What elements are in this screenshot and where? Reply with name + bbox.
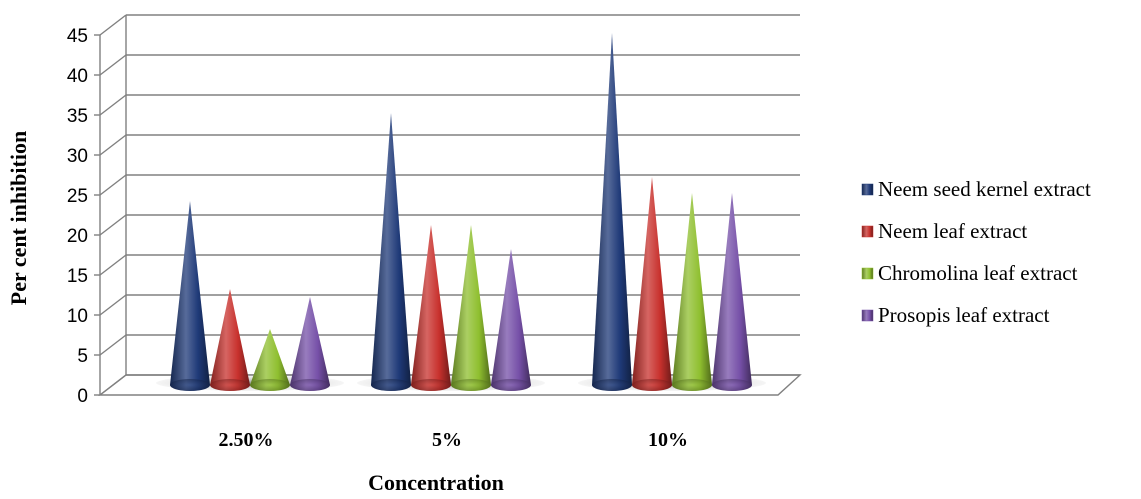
cone-body	[451, 225, 491, 391]
cone-body	[632, 177, 672, 391]
cone-prosopis-leaf-extract	[290, 297, 330, 391]
gridline-side	[99, 174, 127, 196]
y-tick-label: 40	[67, 66, 88, 87]
cone-body	[250, 329, 290, 391]
legend-swatch	[861, 183, 874, 196]
x-axis: 2.50% 5% 10%	[219, 429, 689, 451]
legend-label: Neem seed kernel extract	[878, 177, 1091, 201]
cone-neem-leaf-extract	[210, 289, 250, 391]
chart-legend: Neem seed kernel extract Neem leaf extrac…	[861, 177, 1091, 327]
cone-base	[411, 379, 451, 391]
legend-label: Neem leaf extract	[878, 219, 1027, 243]
gridline-side	[99, 334, 127, 356]
cone-base	[712, 379, 752, 391]
x-tick-label: 2.50%	[219, 429, 274, 451]
cone-body	[491, 249, 531, 391]
cone-body	[592, 33, 632, 391]
y-axis: 0 5 10 15 20 25 30 35 40 45	[67, 26, 100, 407]
gridline-side	[99, 254, 127, 276]
cone-base	[592, 379, 632, 391]
cone-body	[290, 297, 330, 391]
floor-outline	[97, 374, 802, 396]
legend-item: Chromolina leaf extract	[861, 261, 1078, 285]
cone-body	[210, 289, 250, 391]
cone-base	[250, 379, 290, 391]
y-axis-title: Per cent inhibition	[6, 131, 31, 305]
cone-neem-leaf-extract	[632, 177, 672, 391]
cone-base	[672, 379, 712, 391]
cone-prosopis-leaf-extract	[712, 193, 752, 391]
y-tick-label: 30	[67, 146, 88, 167]
cone-base	[451, 379, 491, 391]
cone-base	[210, 379, 250, 391]
x-tick-label: 5%	[432, 429, 462, 451]
gridline-side	[99, 134, 127, 156]
gridline-side	[99, 14, 127, 36]
y-tick-label: 45	[67, 26, 88, 47]
cone-chromolina-leaf-extract	[250, 329, 290, 391]
y-tick-label: 20	[67, 226, 88, 247]
y-tick-label: 25	[67, 186, 88, 207]
cone-body	[170, 201, 210, 391]
chart-floor	[97, 374, 802, 396]
legend-swatch	[861, 309, 874, 322]
cone-chromolina-leaf-extract	[451, 225, 491, 391]
legend-item: Neem seed kernel extract	[861, 177, 1091, 201]
legend-swatch	[861, 267, 874, 280]
gridline-side	[99, 214, 127, 236]
cone-prosopis-leaf-extract	[491, 249, 531, 391]
legend-label: Chromolina leaf extract	[878, 261, 1078, 285]
x-tick-label: 10%	[648, 429, 688, 451]
chart-cones	[156, 33, 766, 391]
x-axis-title: Concentration	[368, 470, 504, 495]
cone-base	[371, 379, 411, 391]
cone-base	[632, 379, 672, 391]
cone-chromolina-leaf-extract	[672, 193, 712, 391]
cone-body	[371, 113, 411, 391]
gridline-side	[99, 94, 127, 116]
legend-swatch	[861, 225, 874, 238]
cone-base	[491, 379, 531, 391]
gridline-side	[99, 54, 127, 76]
cone-body	[672, 193, 712, 391]
cone-base	[290, 379, 330, 391]
y-tick-label: 15	[67, 266, 88, 287]
y-tick-label: 10	[67, 306, 88, 327]
y-tick-label: 0	[77, 386, 88, 407]
cone-body	[411, 225, 451, 391]
legend-label: Prosopis leaf extract	[878, 303, 1050, 327]
y-tick-label: 35	[67, 106, 88, 127]
cone-neem-seed-kernel-extract	[592, 33, 632, 391]
legend-item: Prosopis leaf extract	[861, 303, 1050, 327]
y-tick-label: 5	[77, 346, 88, 367]
cone-neem-seed-kernel-extract	[170, 201, 210, 391]
cone-neem-leaf-extract	[411, 225, 451, 391]
cone-base	[170, 379, 210, 391]
cone-body	[712, 193, 752, 391]
gridline-side	[99, 294, 127, 316]
cone-neem-seed-kernel-extract	[371, 113, 411, 391]
legend-item: Neem leaf extract	[861, 219, 1027, 243]
